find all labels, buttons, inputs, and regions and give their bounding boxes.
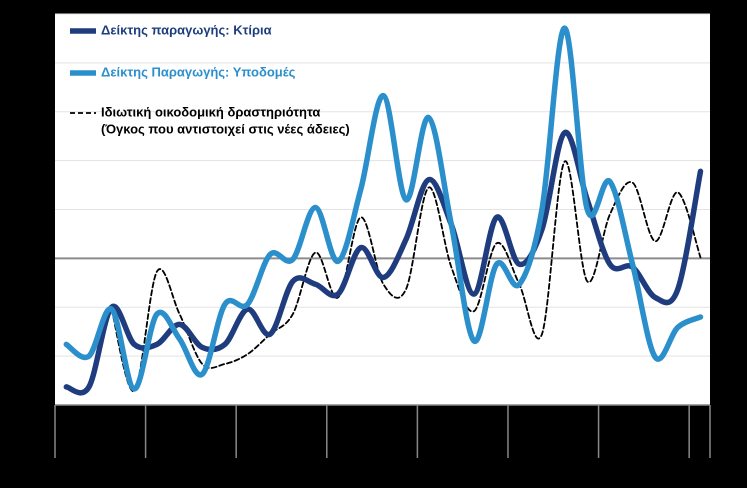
legend-label: Δείκτης παραγωγής: Κτίρια bbox=[101, 22, 272, 37]
legend-label: (Όγκος που αντιστοιχεί στις νέες άδειες) bbox=[101, 121, 350, 136]
legend-label: Δείκτης Παραγωγής: Υποδομές bbox=[101, 64, 296, 79]
series-line bbox=[63, 25, 704, 392]
legend-label: Ιδιωτική οικοδομική δραστηριότητα bbox=[101, 104, 320, 119]
